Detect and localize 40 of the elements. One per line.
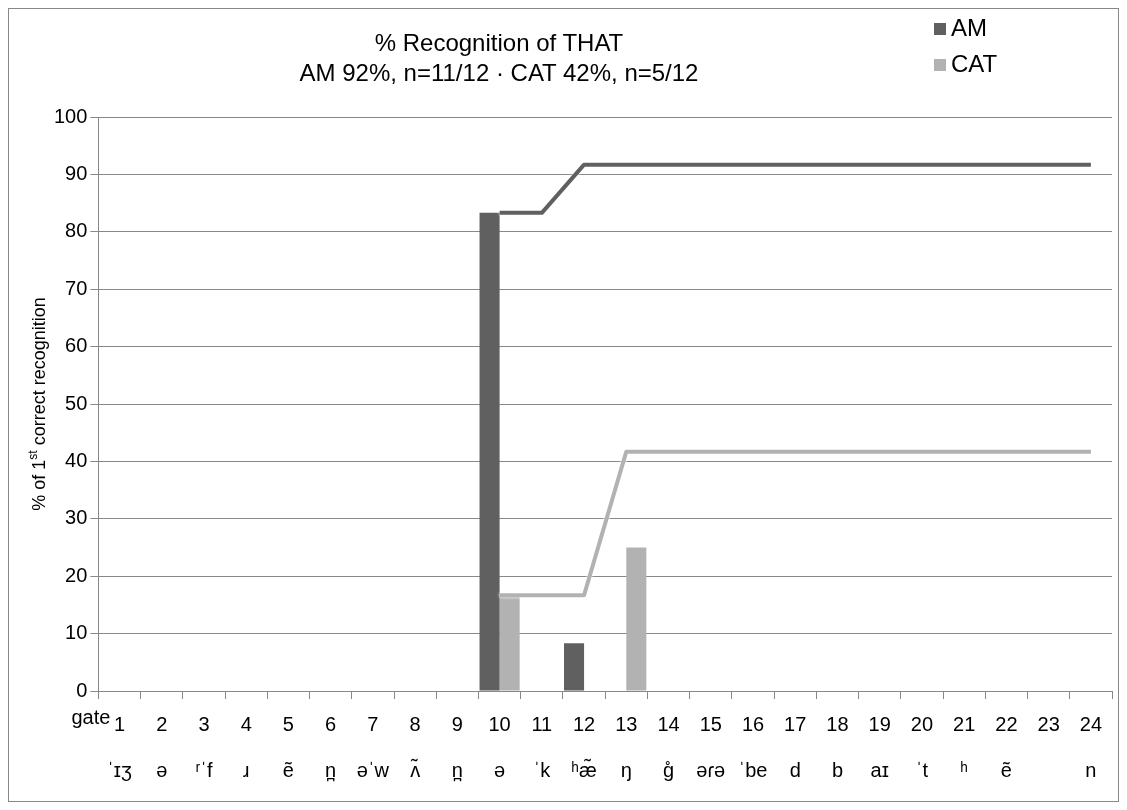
y-tick-label: 0 [76,678,88,701]
category-label: 11 ˈk [531,712,553,781]
category-label: 3 ʳˈf [195,712,213,781]
category-label: 12 ʰæ̃ [571,712,597,781]
category-label: 16 ˈbe [738,712,768,781]
category-label: 9 n̪ [451,712,463,781]
bar [564,643,585,691]
category-label: 18 b [826,712,849,781]
category-label: 24 n [1079,712,1103,781]
y-tick-label: 30 [65,506,88,529]
y-tick-label: 90 [65,161,88,184]
y-tick-label: 20 [65,563,88,586]
category-label: 13 ŋ [615,712,638,781]
category-label: 5 ẽ [282,712,294,781]
category-label: 19 aɪ [868,712,891,781]
category-label: 15 əɾə [696,712,726,781]
y-tick-label: 80 [65,219,88,242]
bar [626,547,647,691]
legend-label: CAT [951,50,998,77]
x-tick-label: 23 [1037,712,1060,735]
category-label: 2 ə [156,712,168,781]
category-label: 22 ẽ [995,712,1018,781]
y-tick-label: 70 [65,276,88,299]
category-label: 21 ʰ [953,712,976,781]
y-axis-title: % of 1st correct recognition [26,297,49,511]
category-label: 10 ə [488,712,511,781]
y-tick-label: 100 [53,104,88,127]
legend-label: AM [951,14,987,41]
category-label: 4 ɹ [240,712,252,781]
category-label: 6 n̪ [325,712,337,781]
category-label: 20 ˈt [910,712,934,781]
y-tick-label: 60 [65,334,88,357]
y-tick-label: 10 [65,621,88,644]
category-label: 7 əˈw [356,712,390,781]
y-tick-label: 40 [65,448,88,471]
chart-title: % Recognition of THAT AM 92%, n=11/12 · CAT 42%, n=5/12 [299,29,699,86]
y-tick-label: 50 [65,391,88,414]
category-label: 8 ʌ̃ [409,712,421,781]
category-label: 17 d [784,712,807,781]
category-label: 14 g̊ [657,712,680,781]
